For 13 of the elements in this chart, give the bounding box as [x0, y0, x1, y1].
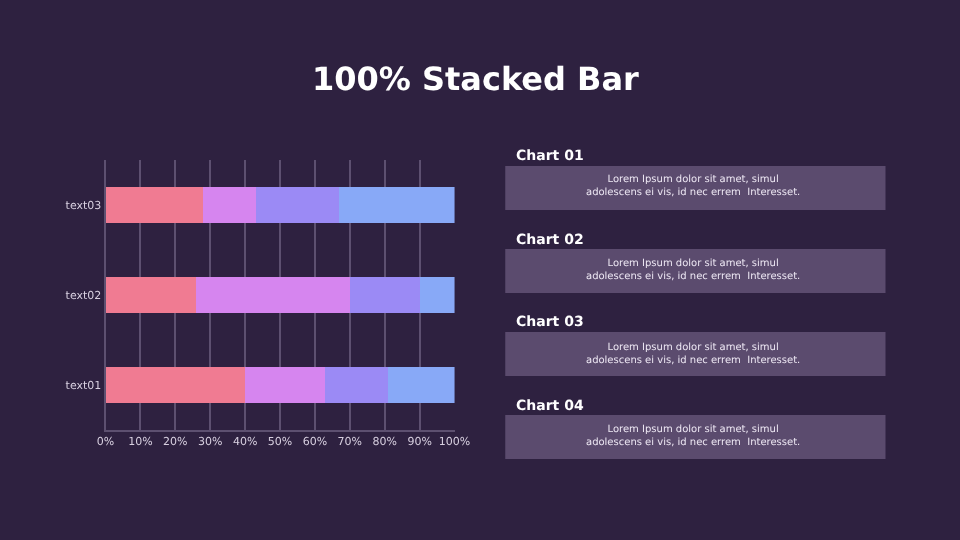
bar [325, 367, 389, 403]
bar [339, 187, 455, 223]
bar [245, 367, 326, 403]
bar [105, 187, 204, 223]
bar [349, 277, 420, 313]
bar [203, 187, 256, 223]
bar [105, 367, 246, 403]
bar [388, 367, 455, 403]
chart-title: 100% Stacked Bar [312, 60, 640, 98]
bar [255, 187, 340, 223]
bar [419, 277, 455, 313]
bar [196, 277, 350, 313]
bar [105, 277, 197, 313]
